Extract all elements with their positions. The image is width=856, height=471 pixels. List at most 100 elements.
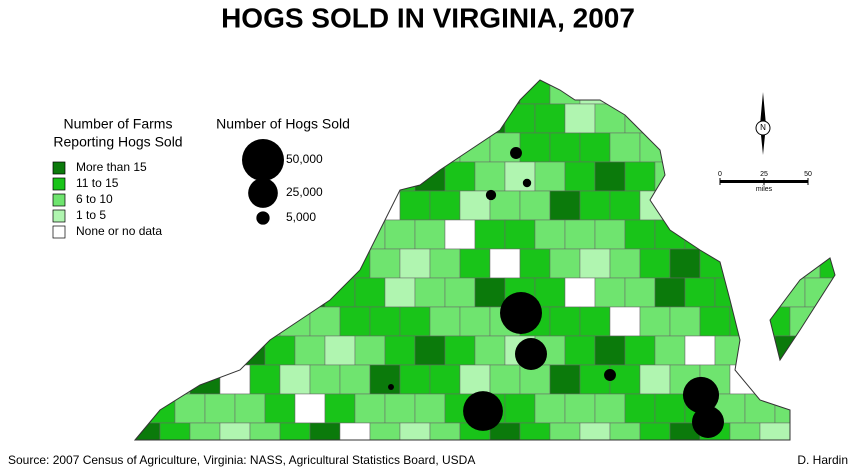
county xyxy=(204,161,236,192)
county xyxy=(639,80,671,105)
county xyxy=(609,190,641,221)
county xyxy=(189,80,221,105)
legend-title: Reporting Hogs Sold xyxy=(53,134,182,150)
county xyxy=(789,80,821,105)
county xyxy=(279,364,311,395)
county xyxy=(684,103,716,134)
county xyxy=(219,422,251,440)
county xyxy=(549,422,581,440)
hog-symbol xyxy=(515,338,547,370)
county xyxy=(549,132,581,163)
hog-symbol xyxy=(522,178,532,188)
county xyxy=(609,364,641,395)
county xyxy=(819,364,835,395)
county xyxy=(534,161,566,192)
county xyxy=(459,306,491,337)
county xyxy=(579,132,611,163)
county xyxy=(714,219,746,250)
county xyxy=(309,80,341,105)
county xyxy=(159,190,191,221)
county xyxy=(294,335,326,366)
county xyxy=(624,277,656,308)
legend-label: 11 to 15 xyxy=(76,176,119,190)
county xyxy=(549,248,581,279)
county xyxy=(624,393,656,424)
county xyxy=(759,248,791,279)
county xyxy=(399,80,431,105)
county xyxy=(264,219,296,250)
county xyxy=(744,335,776,366)
county xyxy=(639,132,671,163)
county xyxy=(219,306,251,337)
county xyxy=(309,422,341,440)
county xyxy=(639,190,671,221)
county xyxy=(135,364,161,395)
county xyxy=(219,190,251,221)
legend-size-label: 5,000 xyxy=(286,210,316,224)
legend-title: Number of Hogs Sold xyxy=(216,116,350,132)
county xyxy=(564,219,596,250)
county xyxy=(384,103,416,134)
county xyxy=(489,364,521,395)
county xyxy=(654,393,686,424)
county xyxy=(369,248,401,279)
county xyxy=(309,248,341,279)
county xyxy=(654,277,686,308)
county xyxy=(654,103,686,134)
county xyxy=(249,248,281,279)
county xyxy=(219,80,251,105)
county xyxy=(774,335,806,366)
county xyxy=(729,422,761,440)
county xyxy=(444,335,476,366)
legend-swatch xyxy=(52,209,66,223)
county xyxy=(444,277,476,308)
county xyxy=(474,335,506,366)
county xyxy=(759,190,791,221)
legend-label: None or no data xyxy=(76,224,162,238)
county xyxy=(594,277,626,308)
county xyxy=(534,393,566,424)
county xyxy=(249,364,281,395)
county xyxy=(564,277,596,308)
scale-unit: miles xyxy=(756,186,773,193)
county xyxy=(579,364,611,395)
county xyxy=(294,277,326,308)
county xyxy=(144,335,176,366)
county xyxy=(774,103,806,134)
county xyxy=(504,103,536,134)
county xyxy=(624,161,656,192)
county xyxy=(834,219,835,250)
county xyxy=(369,190,401,221)
county xyxy=(759,306,791,337)
county xyxy=(399,190,431,221)
county xyxy=(489,80,521,105)
county xyxy=(489,422,521,440)
county xyxy=(459,80,491,105)
county xyxy=(609,248,641,279)
county xyxy=(444,103,476,134)
county xyxy=(429,306,461,337)
county xyxy=(639,248,671,279)
county xyxy=(189,190,221,221)
county xyxy=(639,422,671,440)
county xyxy=(729,190,761,221)
county xyxy=(609,80,641,105)
legend-label: More than 15 xyxy=(76,160,147,174)
county xyxy=(369,364,401,395)
north-label: N xyxy=(760,123,766,132)
title: HOGS SOLD IN VIRGINIA, 2007 xyxy=(221,2,635,33)
county xyxy=(759,422,791,440)
county xyxy=(819,80,835,105)
county xyxy=(294,219,326,250)
county xyxy=(519,422,551,440)
county xyxy=(339,248,371,279)
county xyxy=(834,277,835,308)
county xyxy=(729,132,761,163)
county xyxy=(414,393,446,424)
county xyxy=(774,161,806,192)
county xyxy=(834,161,835,192)
county xyxy=(339,190,371,221)
county xyxy=(144,161,176,192)
county xyxy=(135,306,161,337)
